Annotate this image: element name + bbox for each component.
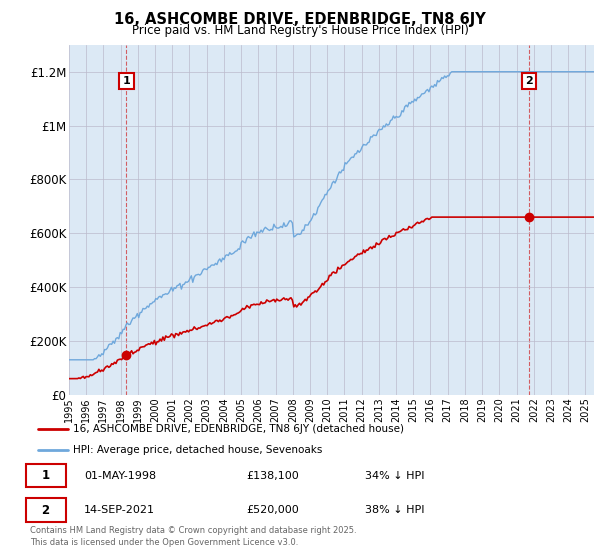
Text: 34% ↓ HPI: 34% ↓ HPI (365, 470, 424, 480)
Text: 1: 1 (41, 469, 50, 482)
Text: 16, ASHCOMBE DRIVE, EDENBRIDGE, TN8 6JY (detached house): 16, ASHCOMBE DRIVE, EDENBRIDGE, TN8 6JY … (73, 424, 404, 434)
Text: 2: 2 (525, 76, 533, 86)
Text: 1: 1 (122, 76, 130, 86)
Text: Price paid vs. HM Land Registry's House Price Index (HPI): Price paid vs. HM Land Registry's House … (131, 24, 469, 38)
Text: 01-MAY-1998: 01-MAY-1998 (84, 470, 156, 480)
Text: 38% ↓ HPI: 38% ↓ HPI (365, 505, 424, 515)
Text: Contains HM Land Registry data © Crown copyright and database right 2025.
This d: Contains HM Land Registry data © Crown c… (30, 526, 356, 547)
Text: 14-SEP-2021: 14-SEP-2021 (84, 505, 155, 515)
Text: 16, ASHCOMBE DRIVE, EDENBRIDGE, TN8 6JY: 16, ASHCOMBE DRIVE, EDENBRIDGE, TN8 6JY (114, 12, 486, 27)
Text: 2: 2 (41, 503, 50, 516)
Text: £138,100: £138,100 (246, 470, 299, 480)
FancyBboxPatch shape (26, 498, 66, 522)
FancyBboxPatch shape (26, 464, 66, 487)
Text: £520,000: £520,000 (246, 505, 299, 515)
Text: HPI: Average price, detached house, Sevenoaks: HPI: Average price, detached house, Seve… (73, 445, 323, 455)
